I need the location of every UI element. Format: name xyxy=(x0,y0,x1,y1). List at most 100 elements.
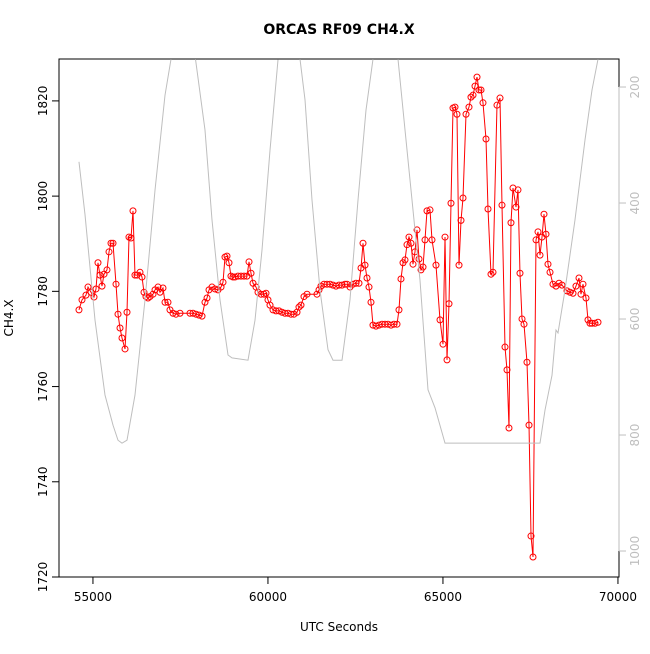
y2-tick-label: 600 xyxy=(628,308,642,331)
data-point xyxy=(84,283,92,291)
data-point xyxy=(361,261,369,269)
data-point xyxy=(419,263,427,271)
data-point xyxy=(577,290,585,298)
data-point xyxy=(295,303,303,311)
data-point xyxy=(423,207,431,215)
data-point xyxy=(453,110,461,118)
data-point xyxy=(247,269,255,277)
data-point xyxy=(594,318,602,326)
data-point xyxy=(457,216,465,224)
data-point xyxy=(192,310,200,318)
data-point xyxy=(367,298,375,306)
data-point xyxy=(338,281,346,289)
data-point xyxy=(401,256,409,264)
data-point xyxy=(542,230,550,238)
data-point xyxy=(569,289,577,297)
data-point xyxy=(505,424,513,432)
series-line xyxy=(78,59,599,444)
data-point xyxy=(164,298,172,306)
data-point xyxy=(462,110,470,118)
data-point xyxy=(363,274,371,282)
data-point xyxy=(118,334,126,342)
data-point xyxy=(198,312,206,320)
data-point xyxy=(579,280,587,288)
data-point xyxy=(411,248,419,256)
data-point xyxy=(455,261,463,269)
data-point xyxy=(501,343,509,351)
x-tick-label: 65000 xyxy=(424,590,462,604)
y-tick-label: 1740 xyxy=(36,467,50,498)
data-point xyxy=(129,207,137,215)
data-point xyxy=(407,239,415,247)
data-point xyxy=(116,324,124,332)
data-point xyxy=(92,285,100,293)
data-point xyxy=(441,233,449,241)
y2-tick-label: 800 xyxy=(628,424,642,447)
data-point xyxy=(287,310,295,318)
data-point xyxy=(172,310,180,318)
data-point xyxy=(121,345,129,353)
y-axis-label: CH4.X xyxy=(2,299,16,336)
data-point xyxy=(123,308,131,316)
data-point xyxy=(326,280,334,288)
data-point xyxy=(566,288,574,296)
data-point xyxy=(525,421,533,429)
data-point xyxy=(140,288,148,296)
chart-title: ORCAS RF09 CH4.X xyxy=(263,22,414,38)
data-point xyxy=(426,206,434,214)
data-point xyxy=(439,340,447,348)
data-point xyxy=(527,532,535,540)
data-point xyxy=(262,289,270,297)
data-point xyxy=(489,268,497,276)
data-point xyxy=(203,294,211,302)
data-point xyxy=(211,285,219,293)
data-point xyxy=(405,233,413,241)
data-point xyxy=(532,236,540,244)
data-point xyxy=(498,201,506,209)
data-point xyxy=(189,309,197,317)
data-point xyxy=(103,266,111,274)
data-point xyxy=(493,101,501,109)
data-point xyxy=(114,310,122,318)
data-point xyxy=(473,73,481,81)
data-point xyxy=(390,320,398,328)
plot-area xyxy=(75,59,602,561)
data-point xyxy=(403,241,411,249)
data-point xyxy=(240,272,248,280)
data-point xyxy=(520,320,528,328)
data-point xyxy=(469,91,477,99)
data-point xyxy=(395,306,403,314)
y2-tick-label: 200 xyxy=(628,76,642,99)
data-point xyxy=(575,274,583,282)
data-point xyxy=(586,319,594,327)
data-point xyxy=(409,260,417,268)
data-point xyxy=(484,205,492,213)
data-point xyxy=(479,99,487,107)
data-point xyxy=(225,259,233,267)
data-point xyxy=(201,298,209,306)
data-point xyxy=(393,320,401,328)
data-point xyxy=(245,258,253,266)
data-point xyxy=(352,279,360,287)
data-point xyxy=(482,135,490,143)
data-point xyxy=(365,283,373,291)
data-point xyxy=(94,259,102,267)
x-axis-label: UTC Seconds xyxy=(300,620,378,634)
y2-tick-label: 1000 xyxy=(628,536,642,567)
data-point xyxy=(127,234,135,242)
data-point xyxy=(459,194,467,202)
data-point xyxy=(138,273,146,281)
data-point xyxy=(413,226,421,234)
data-point xyxy=(109,239,117,247)
data-point xyxy=(529,553,537,561)
data-point xyxy=(107,239,115,247)
data-point xyxy=(78,296,86,304)
data-point xyxy=(397,275,405,283)
data-point xyxy=(503,366,511,374)
data-point xyxy=(105,248,113,256)
data-point xyxy=(487,270,495,278)
data-point xyxy=(443,356,451,364)
data-point xyxy=(544,260,552,268)
data-point xyxy=(229,273,237,281)
y-tick-label: 1780 xyxy=(36,276,50,307)
